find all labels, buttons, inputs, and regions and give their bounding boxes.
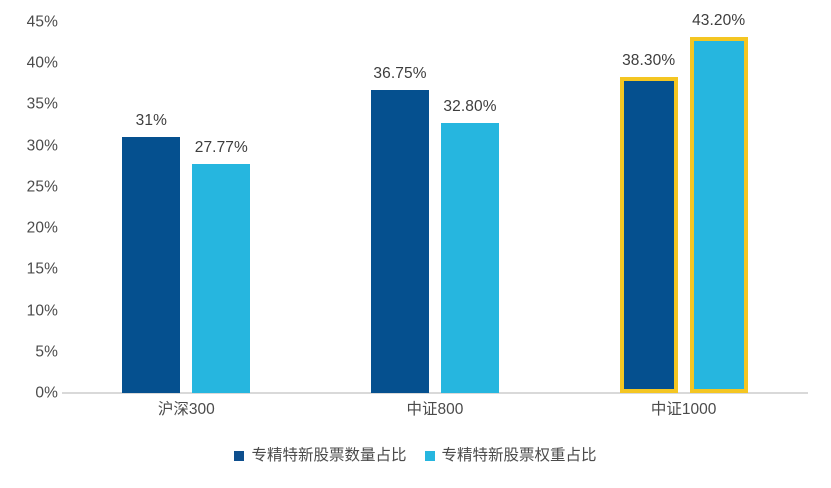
- category-label: 沪深300: [157, 401, 215, 418]
- y-tick-label: 0%: [35, 384, 58, 402]
- y-tick-label: 40%: [26, 54, 58, 72]
- bar-value-label: 27.77%: [194, 139, 248, 157]
- bar: [122, 137, 181, 393]
- bar: [689, 36, 748, 393]
- y-tick-label: 5%: [35, 343, 58, 361]
- y-tick-label: 35%: [26, 95, 58, 113]
- bar-value-label: 43.20%: [692, 11, 746, 29]
- category-label: 中证800: [406, 401, 464, 418]
- legend-label: 专精特新股票权重占比: [441, 447, 597, 464]
- y-tick-label: 15%: [26, 260, 58, 278]
- bar-value-label: 38.30%: [622, 52, 676, 70]
- y-tick-label: 25%: [26, 178, 58, 196]
- bar: [619, 77, 678, 393]
- legend-swatch-icon: [424, 450, 435, 461]
- legend-label: 专精特新股票数量占比: [251, 447, 407, 464]
- category-label: 中证1000: [650, 401, 717, 418]
- y-tick-label: 10%: [26, 301, 58, 319]
- bar-value-label: 31%: [135, 112, 167, 130]
- y-axis: 0% 5% 10% 15% 20% 25% 30% 35% 40% 45%: [0, 0, 58, 400]
- y-tick-label: 30%: [26, 136, 58, 154]
- plot-area: 31% 36.75% 38.30% 27.77% 32.80% 43.20%: [62, 0, 808, 394]
- legend-item[interactable]: 专精特新股票数量占比: [234, 447, 407, 464]
- legend-swatch-icon: [234, 450, 245, 461]
- legend-item[interactable]: 专精特新股票权重占比: [424, 447, 597, 464]
- y-tick-label: 45%: [26, 13, 58, 31]
- legend: 专精特新股票数量占比 专精特新股票权重占比: [0, 448, 831, 464]
- bar: [192, 164, 251, 393]
- x-axis-line: [62, 392, 808, 394]
- bar-value-label: 32.80%: [443, 97, 497, 115]
- bar: [441, 122, 499, 393]
- y-tick-label: 20%: [26, 219, 58, 237]
- bar: [371, 90, 429, 393]
- bar-value-label: 36.75%: [373, 65, 427, 83]
